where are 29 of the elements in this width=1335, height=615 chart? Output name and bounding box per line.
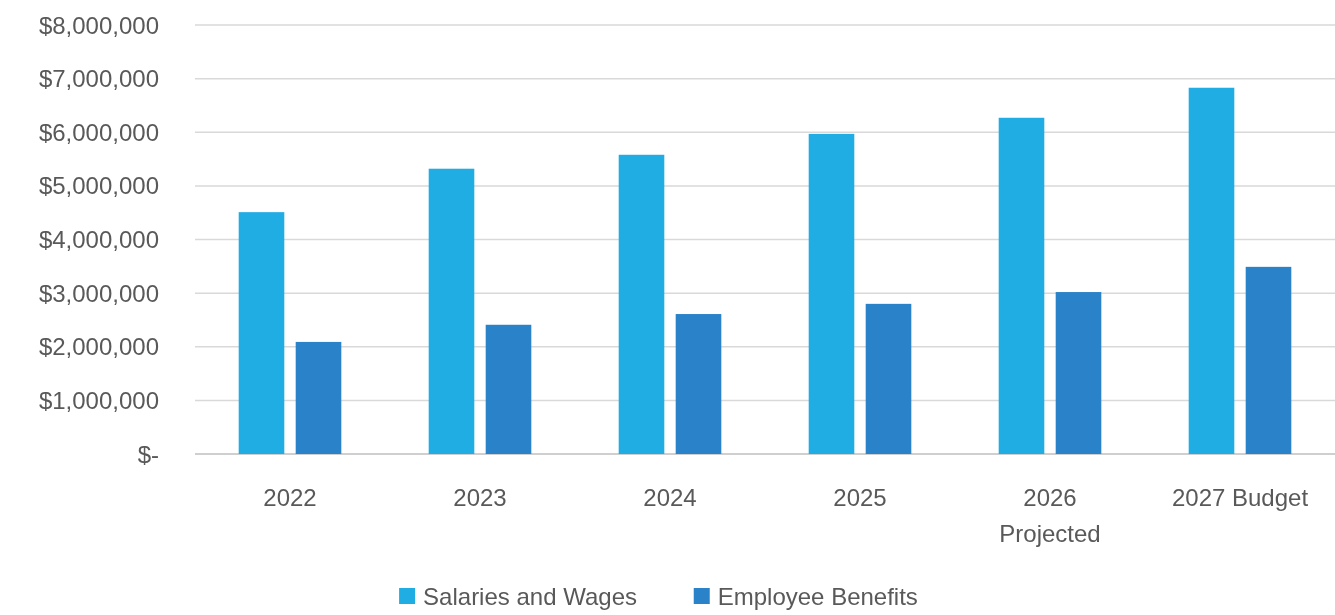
bar: [1245, 266, 1292, 454]
x-tick-label: 2025: [833, 484, 887, 511]
y-tick-label: $2,000,000: [38, 333, 159, 361]
y-tick-label: $8,000,000: [38, 11, 159, 39]
x-tick-label: 2024: [643, 484, 697, 511]
bar: [428, 168, 475, 454]
bar: [238, 212, 285, 454]
y-tick-label: $4,000,000: [38, 226, 159, 253]
x-tick-label: 2022: [263, 484, 317, 511]
bar: [675, 314, 722, 454]
bar: [865, 303, 912, 454]
y-tick-label: $3,000,000: [38, 279, 159, 307]
bar: [1055, 292, 1102, 454]
bar: [485, 324, 532, 454]
bar: [1188, 87, 1235, 454]
y-tick-label: $7,000,000: [38, 65, 159, 93]
legend-label: Employee Benefits: [717, 582, 918, 610]
bar: [618, 154, 665, 454]
y-tick-label: $-: [137, 440, 159, 468]
bar: [998, 117, 1045, 454]
bar: [295, 341, 342, 454]
bar: [808, 133, 855, 454]
x-tick-label: 2027 Budget: [1171, 484, 1309, 511]
y-tick-label: $5,000,000: [38, 172, 159, 200]
y-tick-label: $1,000,000: [38, 386, 159, 414]
x-tick-label: 2023: [453, 484, 507, 511]
x-tick-label: 2026 Projected: [999, 484, 1101, 547]
y-tick-label: $6,000,000: [38, 118, 159, 146]
legend-label: Salaries and Wages: [423, 582, 637, 610]
